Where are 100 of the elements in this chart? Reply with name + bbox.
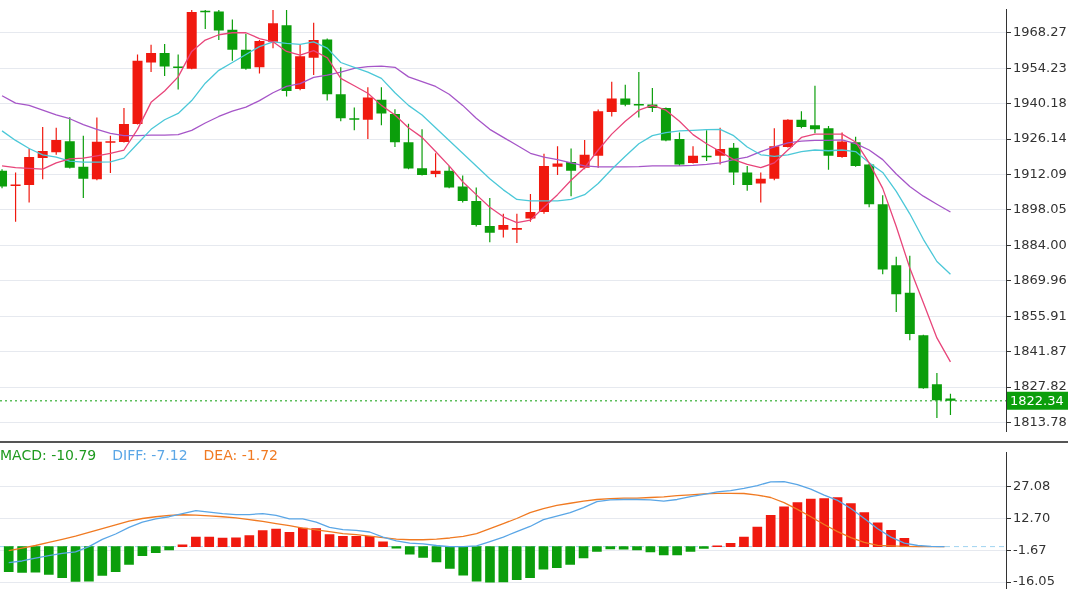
candlestick	[688, 145, 699, 164]
bar	[110, 546, 121, 572]
bar	[551, 546, 562, 568]
bar	[431, 546, 442, 563]
bar	[645, 546, 656, 553]
bar	[297, 527, 308, 547]
bar	[324, 534, 335, 547]
bar	[658, 546, 669, 556]
bar	[57, 546, 68, 578]
candlestick	[335, 66, 346, 122]
bar	[231, 537, 241, 547]
candlestick	[417, 128, 428, 177]
candlestick	[471, 186, 482, 228]
candlestick	[552, 145, 563, 176]
candlestick	[809, 85, 820, 134]
bar	[765, 515, 776, 547]
bar	[164, 546, 174, 551]
bar	[618, 546, 629, 550]
bar	[792, 502, 803, 547]
candlestick	[227, 18, 238, 62]
bar	[217, 537, 228, 547]
bar	[84, 546, 94, 582]
candlestick	[837, 132, 848, 159]
y-tick-label: 1968.27	[1013, 24, 1067, 40]
y-tick-label: 1940.18	[1013, 95, 1067, 111]
bar	[284, 532, 295, 547]
bar	[17, 546, 27, 573]
bar	[485, 546, 495, 583]
candlestick	[484, 197, 495, 243]
candlestick	[240, 33, 251, 71]
bar	[458, 546, 469, 576]
bar	[404, 546, 415, 555]
bar	[725, 542, 736, 547]
bar	[592, 546, 602, 552]
candlestick	[498, 213, 509, 239]
bar	[124, 546, 134, 565]
bar	[672, 546, 682, 556]
bar	[538, 546, 549, 570]
bar	[752, 526, 763, 547]
candlestick	[620, 84, 631, 107]
y-tick-label: -16.05	[1013, 573, 1055, 589]
bar	[525, 546, 535, 578]
bar	[338, 535, 348, 547]
y-tick-label: 1869.96	[1013, 272, 1067, 288]
candlestick	[566, 147, 577, 197]
candlestick	[105, 135, 116, 174]
y-tick-label: 1926.14	[1013, 130, 1067, 146]
y-tick-label: 1898.05	[1013, 201, 1067, 217]
bar	[244, 535, 255, 547]
bar	[739, 536, 749, 547]
bar	[859, 512, 870, 547]
bar	[699, 546, 709, 549]
candlestick	[78, 135, 89, 199]
bar	[311, 528, 322, 547]
candlestick	[146, 44, 157, 73]
y-tick-label: 1884.00	[1013, 236, 1067, 252]
bar	[191, 536, 201, 547]
bar	[150, 546, 161, 553]
bar	[605, 546, 616, 550]
bar	[351, 535, 362, 547]
candlestick	[430, 152, 441, 178]
text: DEA: -1.72	[203, 447, 278, 463]
text: MACD: -10.79	[0, 447, 97, 463]
bar	[632, 546, 642, 551]
bar	[445, 546, 455, 569]
bar	[43, 546, 54, 575]
bar	[271, 528, 281, 547]
y-tick-label: 1855.91	[1013, 307, 1067, 323]
bar	[819, 498, 829, 547]
bar	[805, 498, 816, 547]
y-tick-label: 27.08	[1013, 478, 1051, 494]
bar	[779, 506, 789, 547]
candlestick	[606, 81, 617, 118]
candlestick	[213, 9, 224, 41]
bar	[471, 546, 482, 582]
bar	[137, 546, 148, 557]
candlestick	[511, 213, 522, 244]
ref-line-label: 1822.34	[1010, 393, 1064, 409]
bar	[846, 503, 856, 547]
y-tick-label: 1912.09	[1013, 165, 1067, 181]
candlestick	[457, 174, 468, 204]
y-tick-label: 1954.23	[1013, 59, 1067, 75]
candlestick	[349, 106, 360, 131]
candlestick	[525, 193, 536, 223]
candlestick	[633, 71, 644, 119]
text: DIFF: -7.12	[112, 447, 188, 463]
candlestick	[159, 43, 170, 77]
y-tick-label: 12.70	[1013, 509, 1051, 525]
candlestick	[268, 9, 279, 49]
bar	[418, 546, 428, 558]
bar	[378, 541, 388, 547]
candlestick	[118, 107, 129, 144]
candlestick	[755, 171, 766, 204]
bar	[578, 546, 589, 559]
y-tick-label: 1841.87	[1013, 342, 1067, 358]
candlestick	[742, 165, 753, 192]
candlestick	[362, 86, 373, 140]
candlestick	[51, 127, 62, 156]
bar	[565, 546, 576, 565]
bar	[257, 530, 268, 547]
